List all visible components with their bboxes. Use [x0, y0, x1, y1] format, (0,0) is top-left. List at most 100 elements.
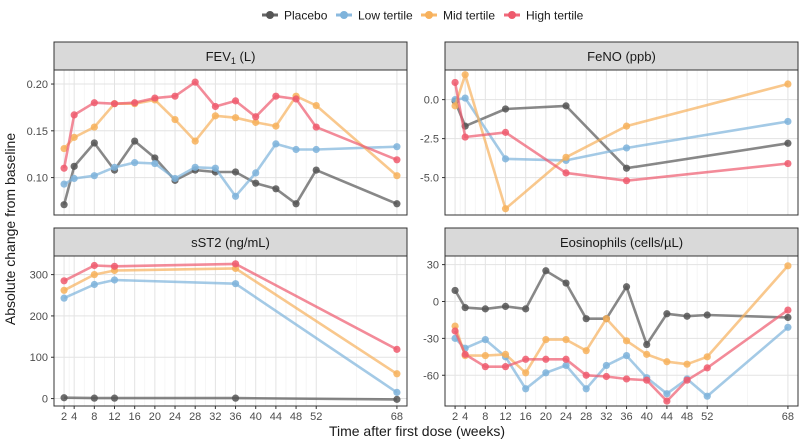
data-point-high-tertile	[784, 306, 792, 314]
data-point-high-tertile	[110, 100, 119, 108]
data-point-low-tertile	[191, 163, 199, 171]
data-point-high-tertile	[90, 99, 98, 107]
data-point-low-tertile	[461, 94, 469, 102]
data-point-placebo	[522, 305, 530, 313]
data-point-mid-tertile	[393, 370, 401, 378]
data-point-high-tertile	[252, 113, 260, 121]
y-tick-label: 0	[42, 394, 48, 406]
y-tick-label: 200	[30, 311, 48, 323]
data-point-mid-tertile	[784, 80, 792, 88]
series-group	[451, 71, 792, 213]
legend-label: Low tertile	[358, 9, 413, 23]
x-tick-label: 12	[499, 411, 511, 423]
x-tick-label: 40	[250, 411, 262, 423]
legend-label: High tertile	[526, 9, 584, 23]
data-point-mid-tertile	[683, 360, 691, 368]
data-point-low-tertile	[481, 336, 489, 344]
x-tick-label: 52	[701, 411, 713, 423]
legend-item-low-tertile: Low tertile	[336, 9, 413, 23]
data-point-mid-tertile	[231, 114, 240, 122]
x-tick-label: 44	[270, 411, 282, 423]
x-tick-label: 20	[540, 411, 552, 423]
x-tick-label: 20	[149, 411, 161, 423]
data-point-low-tertile	[131, 159, 139, 167]
data-point-high-tertile	[622, 375, 631, 383]
data-point-low-tertile	[70, 174, 78, 183]
data-point-placebo	[90, 139, 98, 147]
facet-title: Eosinophils (cells/µL)	[560, 235, 683, 250]
series-line-mid-tertile	[453, 73, 789, 211]
x-tick-label: 28	[580, 411, 592, 423]
y-tick-label: -30	[423, 333, 439, 345]
data-point-mid-tertile	[622, 122, 631, 130]
y-tick-label: 0	[433, 296, 439, 308]
data-point-low-tertile	[663, 390, 671, 398]
data-point-mid-tertile	[393, 172, 401, 180]
data-point-mid-tertile	[272, 122, 280, 130]
data-point-placebo	[110, 394, 119, 402]
x-tick-label: 2	[61, 411, 67, 423]
data-point-placebo	[60, 201, 68, 209]
data-point-mid-tertile	[312, 101, 320, 110]
facet-strip	[53, 41, 408, 71]
data-point-mid-tertile	[171, 115, 179, 124]
y-tick-label: 300	[30, 270, 48, 282]
data-point-low-tertile	[522, 385, 530, 393]
data-point-mid-tertile	[70, 133, 78, 141]
series-group	[451, 262, 792, 405]
x-axis-label: Time after first dose (weeks)	[329, 423, 505, 439]
x-tick-label: 44	[661, 411, 673, 423]
data-point-low-tertile	[542, 369, 550, 377]
data-point-placebo	[643, 340, 651, 349]
data-point-low-tertile	[784, 117, 792, 126]
data-point-placebo	[562, 102, 570, 110]
data-point-placebo	[231, 394, 240, 402]
data-point-low-tertile	[60, 180, 68, 188]
data-point-low-tertile	[252, 169, 260, 177]
data-point-placebo	[683, 312, 691, 320]
series-group	[60, 78, 401, 209]
data-point-low-tertile	[90, 280, 98, 289]
data-point-placebo	[90, 394, 98, 402]
data-point-high-tertile	[191, 78, 199, 86]
data-point-high-tertile	[522, 355, 530, 363]
data-point-high-tertile	[292, 95, 300, 103]
data-point-high-tertile	[501, 363, 510, 371]
data-point-high-tertile	[461, 133, 469, 141]
x-tick-label: 28	[189, 411, 201, 423]
data-point-placebo	[784, 139, 792, 147]
data-point-high-tertile	[90, 261, 98, 270]
data-point-mid-tertile	[451, 322, 459, 330]
data-point-placebo	[231, 168, 240, 176]
data-point-mid-tertile	[562, 153, 570, 161]
data-point-placebo	[451, 286, 459, 295]
data-point-low-tertile	[90, 172, 98, 180]
panels: FEV1 (L) 0.10 0.15 0.20 FeNO (ppb) 0.0 -2.5 -5.…	[27, 41, 799, 423]
legend-item-high-tertile: High tertile	[504, 9, 584, 23]
legend-label: Placebo	[284, 9, 328, 23]
data-point-high-tertile	[60, 164, 68, 172]
y-tick-label: -60	[423, 370, 439, 382]
x-tick-label: 8	[91, 411, 97, 423]
x-tick-label: 48	[681, 411, 693, 423]
data-point-high-tertile	[110, 262, 119, 270]
data-point-mid-tertile	[60, 286, 68, 294]
data-point-placebo	[784, 313, 792, 322]
y-tick-label: -5.0	[420, 173, 439, 185]
data-point-placebo	[312, 166, 320, 174]
data-point-mid-tertile	[622, 337, 631, 345]
panel-fev1: FEV1 (L) 0.10 0.15 0.20	[27, 41, 408, 216]
data-point-low-tertile	[622, 351, 631, 360]
plot-area	[445, 256, 798, 406]
data-point-high-tertile	[643, 376, 651, 384]
data-point-high-tertile	[451, 78, 459, 87]
legend-item-placebo: Placebo	[262, 9, 328, 23]
x-tick-label: 2	[452, 411, 458, 423]
data-point-mid-tertile	[582, 347, 590, 355]
data-point-mid-tertile	[60, 144, 68, 153]
data-point-mid-tertile	[501, 350, 510, 358]
data-point-mid-tertile	[191, 137, 199, 145]
data-point-high-tertile	[582, 371, 590, 379]
data-point-high-tertile	[622, 177, 631, 185]
